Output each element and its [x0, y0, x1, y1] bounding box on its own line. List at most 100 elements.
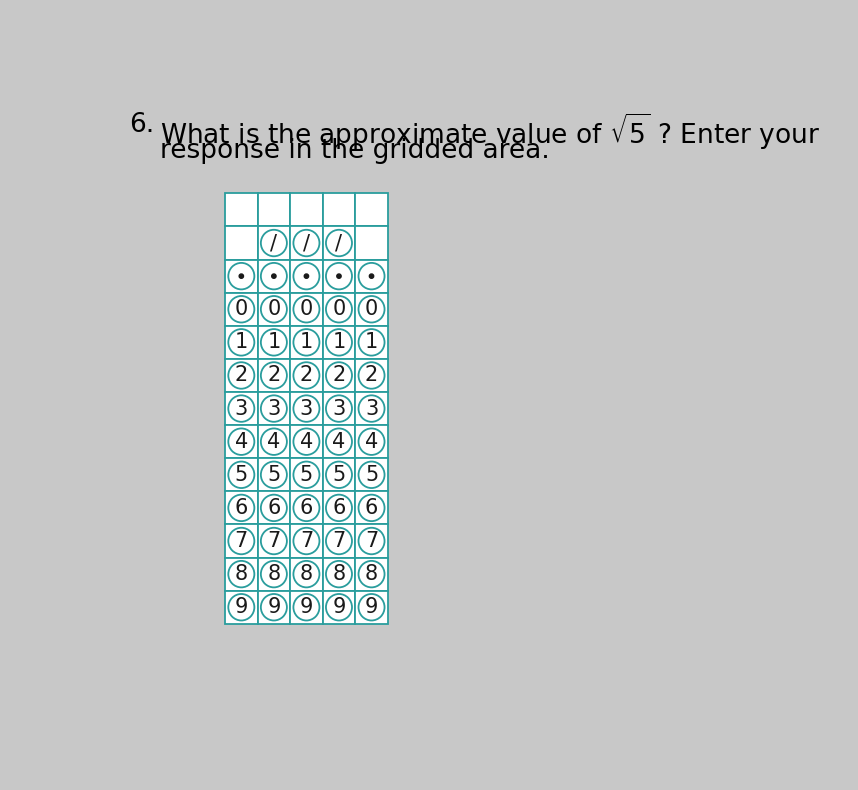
Bar — [323, 491, 355, 525]
Ellipse shape — [293, 561, 319, 588]
Bar — [323, 591, 355, 624]
Bar — [257, 260, 290, 292]
Ellipse shape — [293, 329, 319, 356]
Ellipse shape — [228, 594, 254, 620]
Bar — [290, 359, 323, 392]
Text: 0: 0 — [332, 299, 346, 319]
Bar — [257, 325, 290, 359]
Ellipse shape — [359, 263, 384, 289]
Ellipse shape — [261, 363, 287, 389]
Text: 5: 5 — [332, 465, 346, 485]
Bar — [257, 525, 290, 558]
Ellipse shape — [261, 495, 287, 521]
Text: 4: 4 — [299, 431, 313, 452]
Bar — [323, 325, 355, 359]
Circle shape — [305, 274, 309, 278]
Ellipse shape — [359, 594, 384, 620]
Ellipse shape — [261, 395, 287, 422]
Text: 5: 5 — [235, 465, 248, 485]
Bar — [355, 325, 388, 359]
Bar — [225, 227, 257, 260]
Bar — [323, 392, 355, 425]
Bar — [257, 591, 290, 624]
Text: 3: 3 — [332, 399, 346, 419]
Text: 5: 5 — [267, 465, 281, 485]
Bar — [323, 227, 355, 260]
Ellipse shape — [293, 461, 319, 488]
Bar — [355, 260, 388, 292]
Bar — [225, 425, 257, 458]
Ellipse shape — [293, 594, 319, 620]
Bar — [323, 525, 355, 558]
Text: 9: 9 — [332, 597, 346, 617]
Ellipse shape — [359, 329, 384, 356]
Bar — [225, 491, 257, 525]
Ellipse shape — [261, 528, 287, 555]
Text: /: / — [270, 233, 277, 253]
Text: 6: 6 — [365, 498, 378, 518]
Circle shape — [272, 274, 276, 278]
Bar — [355, 194, 388, 227]
Ellipse shape — [293, 428, 319, 455]
Bar — [225, 325, 257, 359]
Bar — [257, 194, 290, 227]
Bar — [290, 458, 323, 491]
Text: 5: 5 — [365, 465, 378, 485]
Bar — [290, 292, 323, 325]
Ellipse shape — [261, 263, 287, 289]
Bar — [323, 558, 355, 591]
Bar — [225, 458, 257, 491]
Text: 3: 3 — [267, 399, 281, 419]
Ellipse shape — [359, 363, 384, 389]
Bar — [355, 392, 388, 425]
Ellipse shape — [228, 263, 254, 289]
Text: 4: 4 — [267, 431, 281, 452]
Ellipse shape — [293, 495, 319, 521]
Ellipse shape — [359, 461, 384, 488]
Ellipse shape — [293, 296, 319, 322]
Bar — [355, 525, 388, 558]
Bar — [290, 260, 323, 292]
Bar — [290, 525, 323, 558]
Ellipse shape — [359, 428, 384, 455]
Text: 1: 1 — [235, 333, 248, 352]
Bar — [290, 491, 323, 525]
Ellipse shape — [293, 263, 319, 289]
Ellipse shape — [261, 329, 287, 356]
Text: /: / — [303, 233, 310, 253]
Text: 3: 3 — [235, 399, 248, 419]
Bar — [257, 292, 290, 325]
Bar — [355, 227, 388, 260]
Text: 1: 1 — [267, 333, 281, 352]
Bar — [257, 392, 290, 425]
Ellipse shape — [326, 495, 352, 521]
Ellipse shape — [261, 230, 287, 256]
Text: 7: 7 — [267, 531, 281, 551]
Ellipse shape — [326, 561, 352, 588]
Text: 6: 6 — [299, 498, 313, 518]
Text: 6: 6 — [267, 498, 281, 518]
Text: 3: 3 — [299, 399, 313, 419]
Text: 0: 0 — [365, 299, 378, 319]
Circle shape — [239, 274, 244, 278]
Text: response in the gridded area.: response in the gridded area. — [160, 138, 550, 164]
Bar — [355, 292, 388, 325]
Ellipse shape — [326, 363, 352, 389]
Bar — [290, 591, 323, 624]
Ellipse shape — [359, 395, 384, 422]
Text: 2: 2 — [267, 366, 281, 386]
Text: 2: 2 — [235, 366, 248, 386]
Ellipse shape — [228, 363, 254, 389]
Ellipse shape — [326, 395, 352, 422]
Text: 7: 7 — [235, 531, 248, 551]
Text: 4: 4 — [332, 431, 346, 452]
Bar — [355, 458, 388, 491]
Bar — [225, 292, 257, 325]
Ellipse shape — [326, 230, 352, 256]
Text: 9: 9 — [234, 597, 248, 617]
Text: 0: 0 — [267, 299, 281, 319]
Bar — [323, 260, 355, 292]
Ellipse shape — [359, 495, 384, 521]
Text: 2: 2 — [365, 366, 378, 386]
Bar — [290, 325, 323, 359]
